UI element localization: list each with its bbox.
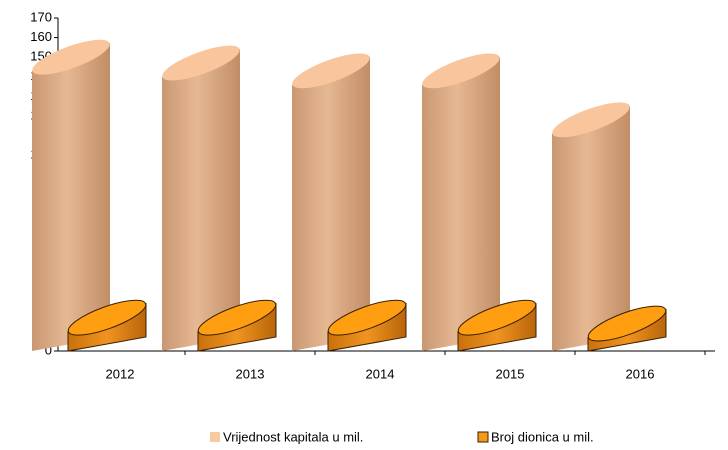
x-tick-label: 2014 xyxy=(366,366,395,381)
bar-top xyxy=(422,53,500,89)
bar-top xyxy=(327,299,407,336)
legend-label: Vrijednost kapitala u mil. xyxy=(223,429,363,444)
legend-swatch xyxy=(477,431,489,443)
y-tick-label: 160 xyxy=(30,29,52,44)
bar-top xyxy=(197,299,277,336)
legend-swatch xyxy=(210,432,220,442)
bar xyxy=(422,56,500,351)
x-tick-label: 2015 xyxy=(496,366,525,381)
y-tick-label: 0 xyxy=(45,342,52,357)
bar xyxy=(292,56,370,351)
bar xyxy=(32,43,110,351)
y-tick-label: 170 xyxy=(30,9,52,24)
bar xyxy=(162,49,240,351)
legend-label: Broj dionica u mil. xyxy=(491,429,594,444)
bar-top xyxy=(587,305,667,342)
x-tick-label: 2013 xyxy=(236,366,265,381)
bar-top xyxy=(552,102,630,138)
bar-top xyxy=(67,299,147,336)
bar-top xyxy=(32,39,110,75)
x-tick-label: 2012 xyxy=(106,366,135,381)
bar-top xyxy=(457,299,537,336)
bar-top xyxy=(162,45,240,81)
bar-top xyxy=(292,53,370,89)
bar xyxy=(552,105,630,351)
x-tick-label: 2016 xyxy=(626,366,655,381)
